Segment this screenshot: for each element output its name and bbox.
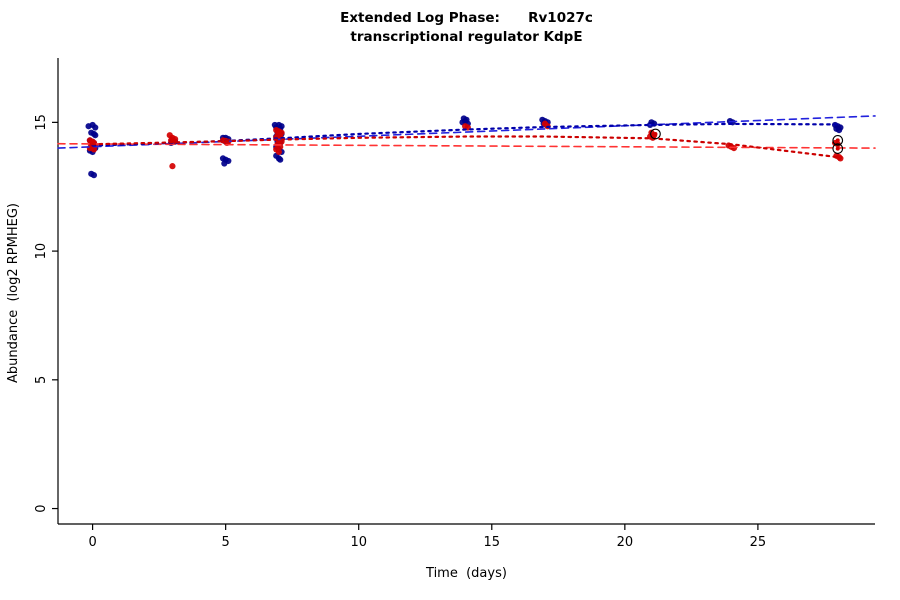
red-linear-fit-dashed: [57, 142, 876, 149]
blue-replicates-point: [90, 172, 98, 179]
blue-replicates-point: [277, 156, 284, 163]
highlight-dot: [835, 146, 840, 151]
blue-replicates-point: [835, 126, 843, 134]
red-replicates-point: [169, 163, 176, 170]
red-replicates-point: [837, 155, 844, 162]
red-smooth-fit-dotted: [91, 135, 839, 159]
x-tick-label: 25: [750, 535, 767, 550]
blue-replicates-point: [92, 132, 99, 139]
highlight-ring: [832, 143, 844, 154]
x-tick-label: 10: [350, 535, 367, 550]
x-tick-label: 0: [88, 535, 96, 550]
x-tick-label: 5: [222, 535, 230, 550]
y-tick-label: 10: [34, 243, 49, 260]
y-tick-label: 0: [34, 504, 49, 512]
highlight-ring: [650, 128, 661, 140]
highlight-dot: [653, 131, 658, 136]
red-replicates-point: [275, 148, 282, 156]
chart-title-line1: Extended Log Phase: Rv1027c: [340, 10, 593, 26]
x-tick-label: 15: [484, 535, 501, 550]
blue-linear-fit-dashed: [57, 115, 876, 149]
y-tick-label: 15: [34, 114, 49, 131]
highlight-dot: [835, 138, 840, 143]
blue-replicates-point: [221, 160, 228, 167]
blue-replicates-point: [92, 124, 99, 131]
chart-title-line2: transcriptional regulator KdpE: [350, 29, 583, 45]
red-replicates-point: [90, 146, 98, 153]
highlight-ring: [832, 135, 844, 146]
x-tick-label: 20: [617, 535, 634, 550]
y-tick-label: 5: [34, 376, 49, 384]
x-axis-label: Time (days): [426, 566, 507, 581]
